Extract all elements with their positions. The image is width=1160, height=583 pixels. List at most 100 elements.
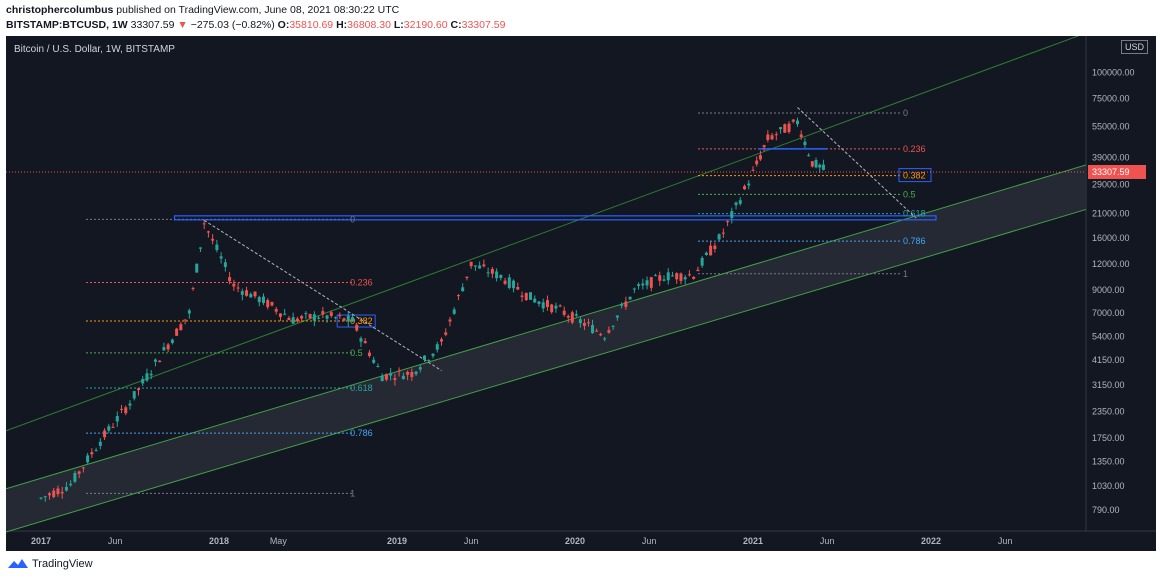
candle-body	[39, 497, 43, 499]
candle-body	[507, 277, 511, 288]
candle-body	[435, 344, 439, 350]
x-tick-label: 2021	[743, 536, 763, 546]
candle-body	[738, 200, 742, 204]
y-tick-label: 4150.00	[1092, 355, 1125, 365]
candle-body	[512, 280, 516, 289]
candle-body	[300, 315, 304, 319]
chart-area[interactable]: 100000.00 75000.00 55000.00 39000.00 29000.0…	[6, 36, 1156, 551]
candle-body	[228, 277, 232, 282]
last-price: 33307.59	[130, 19, 175, 31]
candle-body	[262, 296, 265, 304]
fib-2018-label: 0.5	[350, 348, 363, 358]
high-value: 36808.30	[347, 19, 391, 31]
candle-body	[456, 295, 460, 297]
candle-body	[149, 373, 153, 376]
candle-body	[380, 375, 384, 382]
candle-body	[274, 309, 278, 312]
publish-line: christophercolumbus published on Trading…	[6, 4, 399, 16]
candle-body	[486, 272, 490, 274]
candle-body	[175, 328, 179, 336]
candle-body	[111, 426, 115, 428]
y-tick-label: 16000.00	[1092, 233, 1130, 243]
candle-body	[545, 300, 549, 308]
tradingview-brand: TradingView	[32, 558, 93, 570]
candle-body	[295, 318, 299, 322]
candle-body	[683, 277, 687, 280]
y-tick-label: 1350.00	[1092, 457, 1125, 467]
candle-body	[191, 288, 195, 290]
candle-body	[136, 388, 140, 391]
candle-body	[713, 245, 717, 249]
candle-body	[770, 135, 774, 140]
y-tick-label: 29000.00	[1092, 179, 1130, 189]
candle-body	[103, 430, 107, 438]
tradingview-logo[interactable]: TradingView	[8, 558, 93, 570]
candle-body	[503, 280, 507, 284]
candle-body	[253, 291, 257, 297]
candle-body	[469, 261, 473, 267]
candle-body	[334, 317, 338, 319]
candle-body	[52, 490, 56, 498]
price-chart-svg[interactable]: 100000.00 75000.00 55000.00 39000.00 29000.0…	[6, 36, 1156, 551]
author-name[interactable]: christophercolumbus	[6, 4, 114, 16]
candle-body	[751, 169, 755, 171]
candle-body	[107, 426, 111, 431]
candle-body	[308, 314, 312, 319]
currency-badge[interactable]: USD	[1120, 40, 1148, 54]
candle-body	[166, 344, 170, 350]
candle-body	[675, 273, 679, 280]
footer: TradingView	[0, 551, 1160, 583]
candle-body	[566, 316, 570, 318]
candle-body	[406, 371, 410, 375]
open-value: 35810.69	[289, 19, 334, 31]
y-tick-label: 21000.00	[1092, 209, 1130, 219]
candle-body	[696, 269, 700, 272]
y-tick-label: 55000.00	[1092, 122, 1130, 132]
low-value: 32190.60	[403, 19, 448, 31]
candle-body	[787, 123, 791, 133]
candle-body	[730, 211, 734, 219]
candle-body	[516, 286, 520, 290]
candle-body	[342, 318, 346, 321]
candle-body	[321, 311, 325, 315]
fib-2021-label: 1	[903, 269, 908, 279]
fib-2021-0382-box	[898, 168, 932, 183]
candle-body	[541, 302, 545, 309]
candle-body	[796, 120, 799, 125]
candle-body	[240, 291, 244, 295]
fib-2021-label: 0.5	[903, 189, 916, 199]
candle-body	[578, 319, 582, 324]
y-tick-label: 9000.00	[1092, 285, 1125, 295]
y-tick-label: 1750.00	[1092, 433, 1125, 443]
candle-body	[444, 332, 448, 335]
fib-2018-label: 0.786	[350, 428, 373, 438]
close-value: 33307.59	[461, 19, 506, 31]
candle-body	[215, 244, 219, 251]
ohlc-line: BITSTAMP:BTCUSD, 1W 33307.59 ▼ −275.03 (…	[6, 19, 505, 31]
candle-body	[278, 313, 282, 317]
candle-body	[658, 275, 662, 281]
candle-body	[427, 360, 431, 362]
candle-body	[814, 159, 818, 168]
candle-body	[818, 164, 822, 168]
x-tick-label: 2018	[209, 536, 229, 546]
candle-body	[266, 300, 270, 308]
candle-body	[414, 371, 418, 375]
candle-body	[329, 312, 333, 316]
candle-body	[440, 339, 443, 342]
candle-body	[120, 408, 124, 410]
candle-body	[599, 334, 603, 336]
candle-body	[410, 371, 414, 377]
candle-body	[452, 309, 456, 314]
channel-upper-line	[6, 36, 1080, 432]
candle-body	[473, 265, 477, 267]
candle-body	[372, 359, 376, 363]
candle-body	[758, 155, 762, 160]
candle-body	[236, 287, 240, 289]
current-price-tag	[1088, 164, 1146, 179]
open-label: O:	[277, 19, 290, 31]
published-text: published on TradingView.com, June 08, 2…	[113, 4, 400, 16]
candle-body	[766, 134, 770, 141]
channel-lower-line	[6, 208, 1087, 533]
high-label: H:	[336, 19, 348, 31]
